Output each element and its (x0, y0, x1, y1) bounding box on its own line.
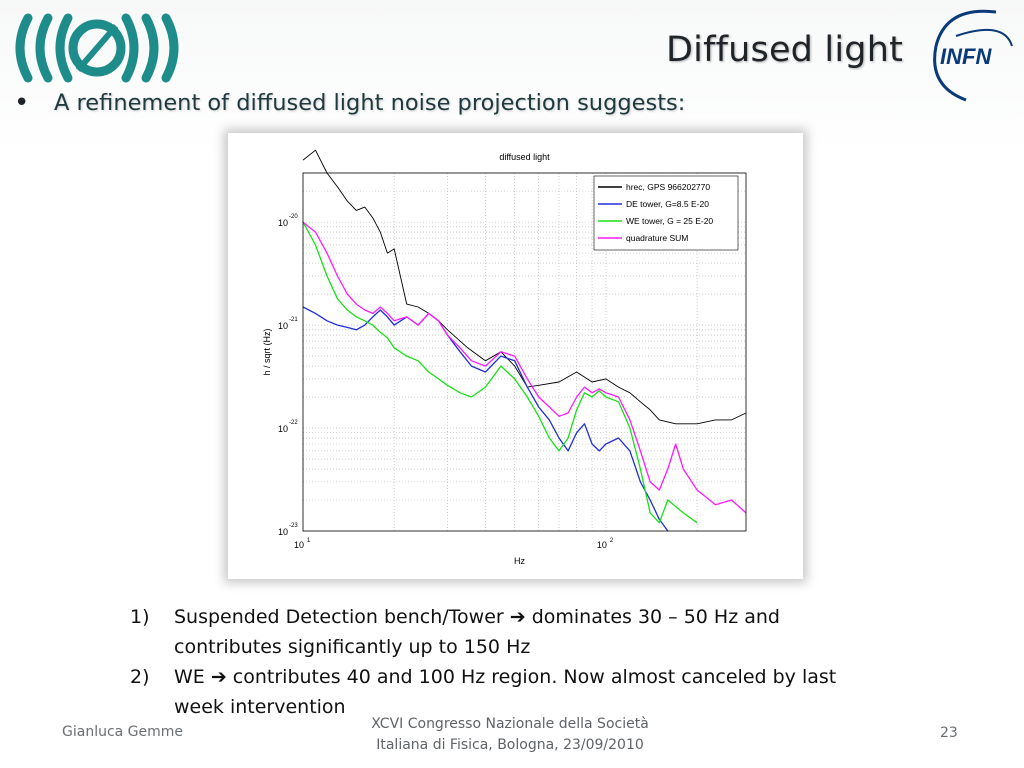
legend-label: quadrature SUM (626, 233, 688, 243)
infn-logo-text: INFN (940, 44, 992, 69)
note-number: 1) (130, 606, 150, 628)
virgo-waves-icon (15, 13, 179, 83)
y-tick-exponent: -22 (289, 420, 298, 426)
y-tick-exponent: -20 (289, 214, 298, 220)
infn-logo: INFN (926, 6, 1018, 106)
x-tick-label: 10 (294, 540, 304, 550)
series-line-4 (302, 221, 747, 514)
footer-conference: XCVI Congresso Nazionale della Società I… (348, 714, 672, 756)
y-tick-label: 10 (278, 321, 288, 331)
y-tick-label: 10 (278, 527, 288, 537)
footer-conference-line-1: XCVI Congresso Nazionale della Società (371, 716, 649, 732)
x-tick-exponent: 1 (307, 538, 311, 544)
y-tick-exponent: -21 (289, 317, 298, 323)
y-tick-label: 10 (278, 218, 288, 228)
note-text-start: Suspended Detection bench/Tower (174, 606, 510, 628)
legend-label: WE tower, G = 25 E-20 (626, 216, 713, 226)
series-line-2 (302, 306, 669, 532)
x-tick-label: 10 (597, 540, 607, 550)
virgo-logo (8, 10, 190, 86)
x-tick-exponent: 2 (610, 538, 614, 544)
legend-label: DE tower, G=8.5 E-20 (626, 199, 709, 209)
bullet-text: A refinement of diffused light noise pro… (54, 90, 686, 116)
page-title: Diffused light (666, 30, 903, 70)
note-item-2: 2) WE ➔ contributes 40 and 100 Hz region… (130, 662, 890, 722)
y-tick-label: 10 (278, 424, 288, 434)
y-axis-label: h / sqrt (Hz) (262, 328, 272, 375)
note-text: Suspended Detection bench/Tower ➔ domina… (174, 602, 890, 662)
note-text-end: dominates 30 – 50 Hz and contributes sig… (174, 606, 780, 658)
series-line-1 (302, 149, 747, 425)
arrow-right-icon: ➔ (509, 606, 526, 628)
chart-title: diffused light (499, 152, 550, 162)
note-text-end: contributes 40 and 100 Hz region. Now al… (174, 666, 837, 718)
notes-list: 1) Suspended Detection bench/Tower ➔ dom… (130, 602, 890, 722)
arrow-right-icon: ➔ (210, 666, 227, 688)
note-number: 2) (130, 666, 150, 688)
axes-box (302, 172, 747, 532)
footer-page-number: 23 (940, 725, 958, 741)
infn-logo-icon: INFN (933, 9, 1013, 102)
y-tick-exponent: -23 (289, 523, 298, 529)
bullet-row: • A refinement of diffused light noise p… (14, 88, 685, 118)
footer-author: Gianluca Gemme (62, 724, 184, 740)
note-text-start: WE (174, 666, 211, 688)
series-line-3 (302, 221, 698, 524)
footer-conference-line-2: Italiana di Fisica, Bologna, 23/09/2010 (376, 737, 644, 753)
legend-label: hrec, GPS 966202770 (626, 182, 710, 192)
chart-figure: diffused light 10 -20 10 -21 10 -22 10 -23 10 1 10 2… (228, 133, 803, 579)
x-axis-label: Hz (514, 556, 525, 566)
bullet-marker: • (14, 88, 30, 118)
note-item-1: 1) Suspended Detection bench/Tower ➔ dom… (130, 602, 890, 662)
note-text: WE ➔ contributes 40 and 100 Hz region. N… (174, 662, 890, 722)
